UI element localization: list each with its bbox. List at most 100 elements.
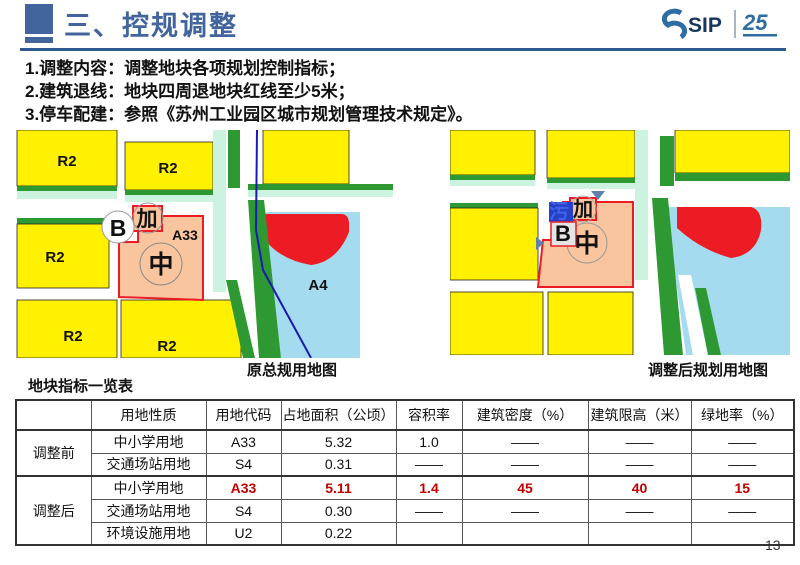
table-cell: U2: [205, 521, 282, 546]
note-line-3: 3.停车配建：参照《苏州工业园区城市规划管理技术规定》。: [25, 105, 473, 124]
jia-circle: [132, 202, 164, 234]
sip-logo-graphic: SIP 25: [661, 8, 777, 40]
table-cell: ——: [690, 452, 795, 477]
table-cell: ——: [461, 429, 589, 454]
right-map-caption: 调整后规划用地图: [648, 362, 769, 379]
map-labels: R2 R2 R2 R2 R2 A33 A4 加 B 中: [45, 153, 328, 355]
school-parcel-a33: [118, 215, 204, 302]
label-b: B: [555, 221, 571, 246]
col-header: 建筑密度（%）: [461, 399, 589, 431]
table-cell: 交通场站用地: [90, 452, 207, 477]
anniversary-badge: 25: [742, 10, 768, 35]
title-marker: [25, 4, 53, 43]
table-cell: ——: [690, 498, 795, 523]
page-title: 三、控规调整: [64, 11, 238, 41]
table-cell: ——: [395, 452, 463, 477]
red-parcel: [265, 214, 349, 265]
table-row: 交通场站用地 S4 0.31 —— —— —— ——: [16, 452, 795, 477]
col-header: 用地性质: [90, 399, 207, 431]
table-cell: ——: [587, 429, 692, 454]
group-label-before: 调整前: [15, 429, 92, 477]
label-b: B: [110, 215, 127, 241]
label-zhong: 中: [574, 230, 599, 258]
label-r2: R2: [57, 153, 76, 170]
table-cell: ——: [395, 498, 463, 523]
table-cell: 1.4: [395, 475, 463, 500]
zhong-circle: [139, 242, 183, 286]
anniversary-tagline-bar: [743, 34, 777, 37]
label-a4: A4: [308, 277, 328, 294]
label-r2: R2: [158, 160, 177, 177]
residential-blocks: [16, 130, 350, 358]
table-header-row: 用地性质 用地代码 占地面积（公顷） 容积率 建筑密度（%） 建筑限高（米） 绿…: [15, 399, 795, 431]
river-line: [254, 130, 312, 358]
green-and-road-strips: [213, 130, 393, 292]
table-cell: [395, 521, 463, 546]
label-jia: 加: [136, 208, 158, 231]
b-box: [550, 221, 577, 247]
sip-logo-s-mark: [661, 8, 688, 40]
table-cell: 5.11: [280, 475, 397, 500]
label-r2: R2: [63, 328, 82, 345]
sewage-parcel: [549, 202, 573, 222]
table-cell: ——: [690, 429, 795, 454]
label-a33: A33: [172, 227, 198, 243]
sip-logo-text: SIP: [688, 14, 722, 37]
col-header: 容积率: [395, 399, 463, 431]
table-cell: 0.31: [280, 452, 397, 477]
page-number: 13: [765, 537, 781, 553]
plot-indicator-table: 用地性质 用地代码 占地面积（公顷） 容积率 建筑密度（%） 建筑限高（米） 绿…: [15, 399, 795, 546]
table-cell: ——: [461, 498, 589, 523]
table-cell: 1.0: [395, 429, 463, 454]
table-cell: ——: [587, 452, 692, 477]
table-cell: 0.30: [280, 498, 397, 523]
col-header: 绿地率（%）: [690, 399, 795, 431]
table-row: 调整前 中小学用地 A33 5.32 1.0 —— —— ——: [15, 429, 795, 477]
label-r2: R2: [45, 249, 64, 266]
table-cell: 环境设施用地: [90, 521, 207, 546]
jia-box: [132, 205, 163, 232]
green-and-road-strips: [635, 130, 674, 280]
table-cell: 40: [587, 475, 692, 500]
col-header: 用地代码: [205, 399, 282, 431]
note-line-2: 2.建筑退线：地块四周退地块红线至少5米；: [25, 82, 355, 101]
green-belt-2: [695, 288, 721, 355]
table-cell: A33: [205, 475, 282, 500]
green-belt: [652, 198, 683, 355]
label-jia: 加: [572, 198, 593, 221]
residential-blocks: [450, 130, 790, 355]
table-cell: 15: [690, 475, 795, 500]
col-header: 建筑限高（米）: [587, 399, 692, 431]
table-cell: S4: [205, 452, 282, 477]
note-line-1: 1.调整内容：调整地块各项规划控制指标；: [25, 59, 346, 78]
group-label-after: 调整后: [15, 475, 92, 546]
red-parcel: [677, 207, 762, 258]
table-cell: [690, 521, 795, 546]
adjustment-notes: 1.调整内容：调整地块各项规划控制指标； 2.建筑退线：地块四周退地块红线至少5…: [25, 57, 473, 126]
table-cell: ——: [461, 452, 589, 477]
green-belt-2: [226, 280, 255, 358]
b-circle: [101, 210, 135, 244]
table-row: 环境设施用地 U2 0.22: [16, 521, 795, 546]
header-rule: [20, 48, 786, 51]
marker-triangle-right: [536, 237, 544, 250]
table-row: 交通场站用地 S4 0.30 —— —— —— ——: [16, 498, 795, 523]
table-cell: 中小学用地: [90, 475, 207, 500]
table-cell: [461, 521, 589, 546]
table-cell: 中小学用地: [90, 429, 207, 454]
sip-logo: SIP 25: [655, 4, 790, 51]
table-cell: 5.32: [280, 429, 397, 454]
table-cell: 交通场站用地: [90, 498, 207, 523]
label-zhong: 中: [148, 251, 173, 279]
table-cell: S4: [205, 498, 282, 523]
marker-triangle-down: [591, 191, 605, 200]
table-cell: A33: [205, 429, 282, 454]
table-cell: ——: [587, 498, 692, 523]
green-belt: [248, 200, 281, 358]
diagonal-road: [678, 275, 708, 355]
col-header: 占地面积（公顷）: [280, 399, 397, 431]
adjusted-plan-map: 污 加 B 中: [450, 130, 790, 355]
original-plan-map: R2 R2 R2 R2 R2 A33 A4 加 B 中: [15, 130, 410, 358]
title-marker-square: [25, 4, 53, 34]
